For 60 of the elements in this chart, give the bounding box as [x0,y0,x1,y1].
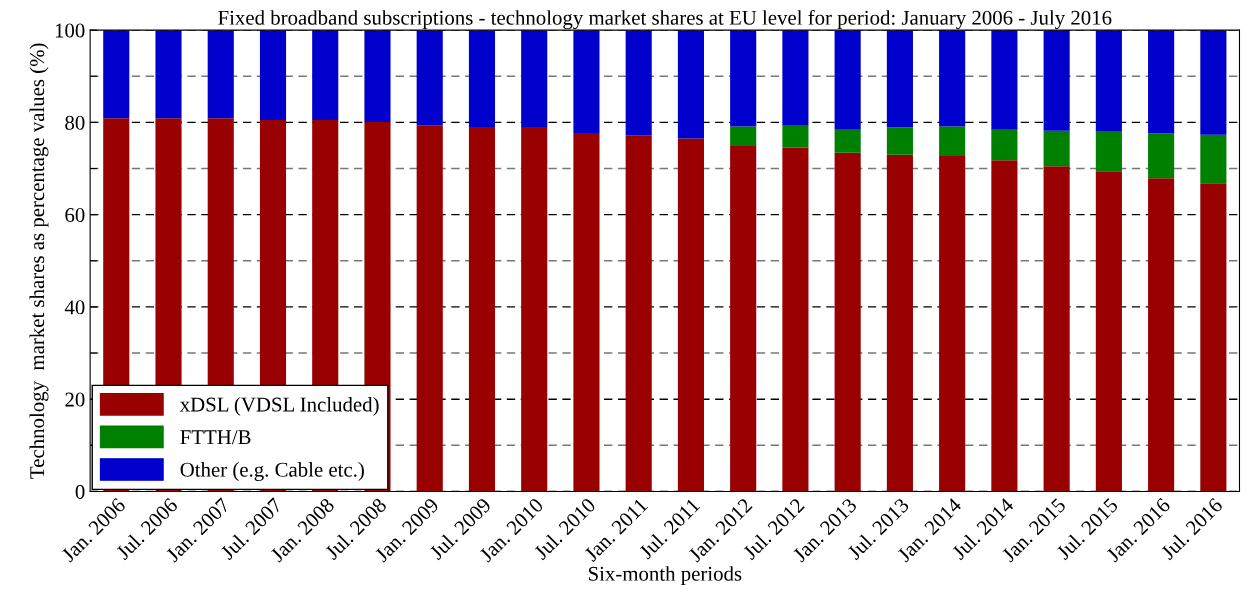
bar [834,30,861,130]
bar [677,138,704,492]
bar [207,30,234,119]
bar [1095,131,1122,172]
bar [677,30,704,139]
bar [259,30,287,121]
legend-label: Other (e.g. Cable etc.) [180,462,364,482]
bar [1200,134,1227,184]
bar [468,127,496,492]
bar [103,30,130,119]
bar [782,30,809,126]
bar [1043,166,1070,492]
bar [416,125,443,492]
bar [834,129,861,153]
bar [1148,133,1175,179]
y-tick-label: 0 [75,484,85,499]
bar [782,147,809,492]
bar [468,30,496,128]
legend-label: xDSL (VDSL Included) [179,396,379,416]
legend-label: FTTH/B [180,430,251,445]
chart-title: Fixed broadband subscriptions - technology market shares at EU level for period: January 2006 - July 2016 [218,9,1112,30]
bar [991,160,1018,492]
bar [834,152,861,492]
bar [573,133,600,492]
bar [886,127,913,155]
x-axis-title: Six-month periods [588,566,742,586]
bar [1095,30,1122,132]
bar [1148,30,1175,134]
bar [155,30,182,119]
bar [521,30,548,128]
bar [1200,183,1227,492]
bar [991,30,1018,130]
bar [991,129,1018,161]
bar [1043,30,1070,131]
bar [730,126,757,146]
bar [730,30,757,127]
bar [625,135,652,492]
bar [416,30,443,126]
bar [782,125,809,148]
y-axis-title: Technology market shares as percentage values (%) [29,43,49,479]
bar [1148,178,1175,492]
bar [939,156,966,492]
bar [886,154,913,492]
bar [1095,171,1122,492]
y-tick-label: 40 [64,300,85,315]
bar [1200,30,1227,135]
y-tick-label: 60 [65,208,85,223]
bar [886,30,913,128]
y-tick-label: 20 [65,392,85,407]
y-tick-label: 80 [65,115,85,130]
bar [939,126,966,157]
bar [573,30,600,134]
bar [312,30,339,121]
bar [625,30,652,136]
bar [364,30,391,122]
bar [730,145,757,492]
bar [1043,130,1070,167]
bar [939,30,966,127]
bar [521,127,548,492]
y-tick-label: 100 [55,23,85,38]
